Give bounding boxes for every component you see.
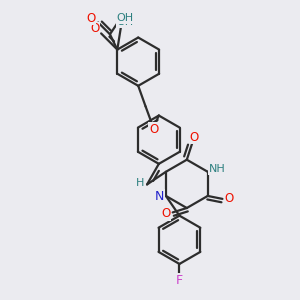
Text: OH: OH — [116, 17, 133, 27]
Text: O: O — [149, 123, 158, 136]
Text: O: O — [224, 192, 233, 205]
Text: OH: OH — [116, 14, 133, 23]
Text: O: O — [90, 22, 99, 35]
Text: N: N — [155, 190, 164, 203]
Text: NH: NH — [209, 164, 226, 174]
Text: O: O — [86, 12, 96, 25]
Text: F: F — [176, 274, 183, 286]
Text: O: O — [189, 130, 199, 143]
Text: H: H — [136, 178, 144, 188]
Text: O: O — [161, 207, 170, 220]
